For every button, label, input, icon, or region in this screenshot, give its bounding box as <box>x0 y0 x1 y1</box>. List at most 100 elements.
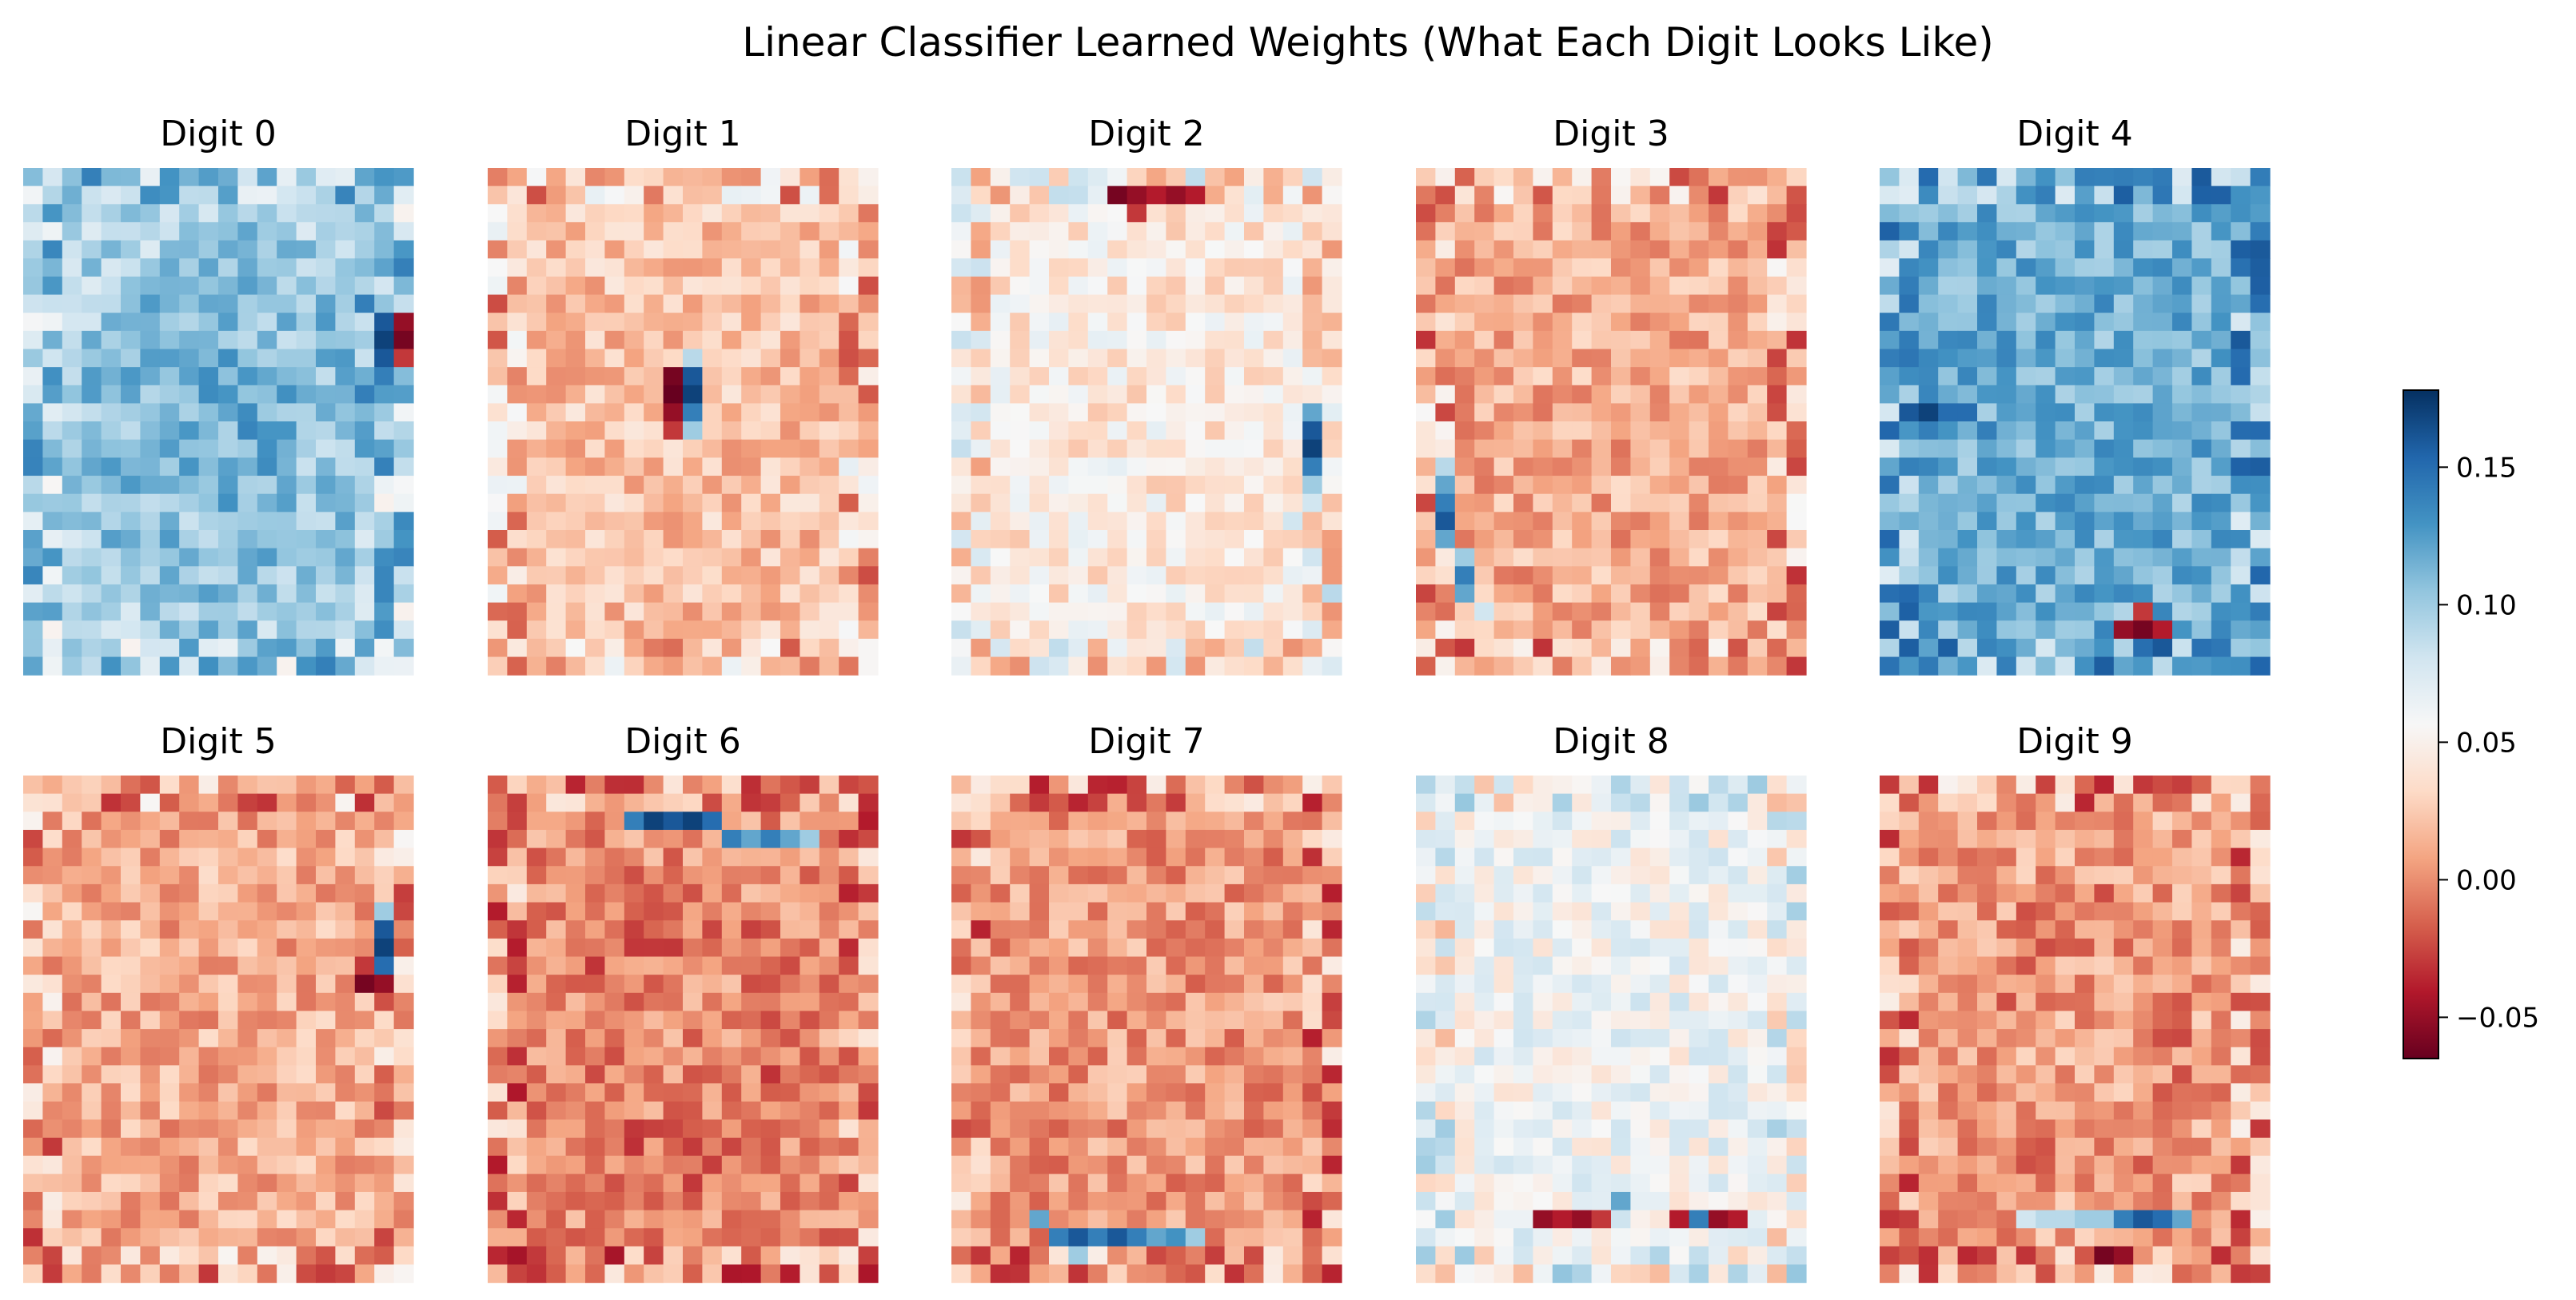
heatmap-cell <box>218 829 238 849</box>
heatmap-cell <box>1513 1029 1533 1048</box>
heatmap-cell <box>1513 1191 1533 1211</box>
heatmap-cell <box>819 902 839 921</box>
panel-title: Digit 0 <box>160 114 277 154</box>
heatmap-cell <box>1747 330 1768 350</box>
heatmap-cell <box>721 457 742 477</box>
heatmap-cell <box>335 866 356 885</box>
heatmap-cell <box>257 1210 277 1229</box>
heatmap-cell <box>1068 638 1089 658</box>
heatmap-cell <box>565 313 586 332</box>
heatmap-cell <box>1957 403 1978 422</box>
heatmap-cell <box>1049 439 1069 458</box>
heatmap-cell <box>393 992 414 1012</box>
heatmap-cell <box>1146 367 1166 386</box>
heatmap-cell <box>1454 956 1475 975</box>
heatmap-cell <box>1572 866 1593 885</box>
heatmap-cell <box>1302 956 1323 975</box>
heatmap-cell <box>121 638 141 658</box>
heatmap-cell <box>1010 883 1031 903</box>
heatmap-cell <box>663 294 684 313</box>
heatmap-cell <box>198 403 219 422</box>
heatmap-cell <box>1880 530 1900 549</box>
heatmap-cell <box>354 367 375 386</box>
heatmap-cell <box>526 620 547 640</box>
heatmap-cell <box>780 829 800 849</box>
heatmap-cell <box>488 1047 508 1066</box>
heatmap-cell <box>2152 512 2173 531</box>
heatmap-cell <box>2211 349 2231 368</box>
heatmap-cell <box>1244 1155 1264 1174</box>
heatmap-cell <box>721 168 742 187</box>
heatmap-cell <box>546 1210 567 1229</box>
heatmap-cell <box>393 439 414 458</box>
heatmap-cell <box>741 883 762 903</box>
heatmap-cell <box>683 1101 703 1120</box>
heatmap-cell <box>1513 367 1533 386</box>
heatmap-cell <box>2172 330 2192 350</box>
heatmap-cell <box>526 812 547 831</box>
heatmap-cell <box>1591 1011 1612 1030</box>
heatmap-cell <box>1205 1246 1226 1266</box>
heatmap-cell <box>565 294 586 313</box>
heatmap-cell <box>23 1155 43 1174</box>
heatmap-cell <box>1416 313 1436 332</box>
heatmap-cell <box>1474 566 1495 585</box>
heatmap-cell <box>1689 1011 1709 1030</box>
heatmap-cell <box>858 1065 879 1084</box>
heatmap-cell <box>1918 276 1939 296</box>
heatmap-cell <box>1918 204 1939 223</box>
heatmap-cell <box>296 1138 317 1157</box>
heatmap-cell <box>1957 349 1978 368</box>
heatmap-cell <box>971 1174 991 1193</box>
heatmap-cell <box>1435 656 1456 676</box>
heatmap-cell <box>1918 602 1939 621</box>
heatmap-cell <box>565 221 586 241</box>
heatmap-cell <box>741 349 762 368</box>
heatmap-cell <box>2152 584 2173 604</box>
heatmap-cell <box>858 349 879 368</box>
heatmap-cell <box>316 276 336 296</box>
heatmap-cell <box>1302 902 1323 921</box>
heatmap-cell <box>198 493 219 512</box>
heatmap-cell <box>1263 1246 1284 1266</box>
heatmap-cell <box>1669 638 1690 658</box>
heatmap-cell <box>316 385 336 405</box>
heatmap-cell <box>296 1011 317 1030</box>
heatmap-cell <box>2172 512 2192 531</box>
heatmap-cell <box>179 457 200 477</box>
heatmap-cell <box>1880 493 1900 512</box>
heatmap-cell <box>1224 1119 1245 1138</box>
heatmap-cell <box>721 221 742 241</box>
heatmap-cell <box>565 439 586 458</box>
heatmap-cell <box>2250 638 2271 658</box>
heatmap-cell <box>1416 956 1436 975</box>
heatmap-cell <box>624 866 644 885</box>
heatmap-cell <box>140 421 161 441</box>
heatmap-cell <box>374 1029 395 1048</box>
heatmap-cell <box>1709 566 1729 585</box>
heatmap-cell <box>741 204 762 223</box>
heatmap-cell <box>1572 992 1593 1012</box>
heatmap-cell <box>2152 204 2173 223</box>
heatmap-cell <box>644 812 664 831</box>
heatmap-cell <box>159 602 180 621</box>
heatmap-cell <box>1728 812 1749 831</box>
heatmap-cell <box>780 294 800 313</box>
heatmap-cell <box>971 476 991 495</box>
heatmap-cell <box>1533 313 1553 332</box>
heatmap-cell <box>1533 185 1553 205</box>
heatmap-cell <box>1049 493 1069 512</box>
heatmap-cell <box>237 1246 258 1266</box>
heatmap-cell <box>1263 421 1284 441</box>
heatmap-cell <box>1107 620 1128 640</box>
heatmap-cell <box>760 313 781 332</box>
heatmap-cell <box>393 1191 414 1211</box>
heatmap-cell <box>663 1065 684 1084</box>
heatmap-cell <box>839 847 859 867</box>
heatmap-cell <box>23 1246 43 1266</box>
heatmap-cell <box>507 602 528 621</box>
heatmap-cell <box>1767 457 1788 477</box>
heatmap-cell <box>526 1191 547 1211</box>
heatmap-cell <box>2133 602 2154 621</box>
heatmap-cell <box>507 168 528 187</box>
